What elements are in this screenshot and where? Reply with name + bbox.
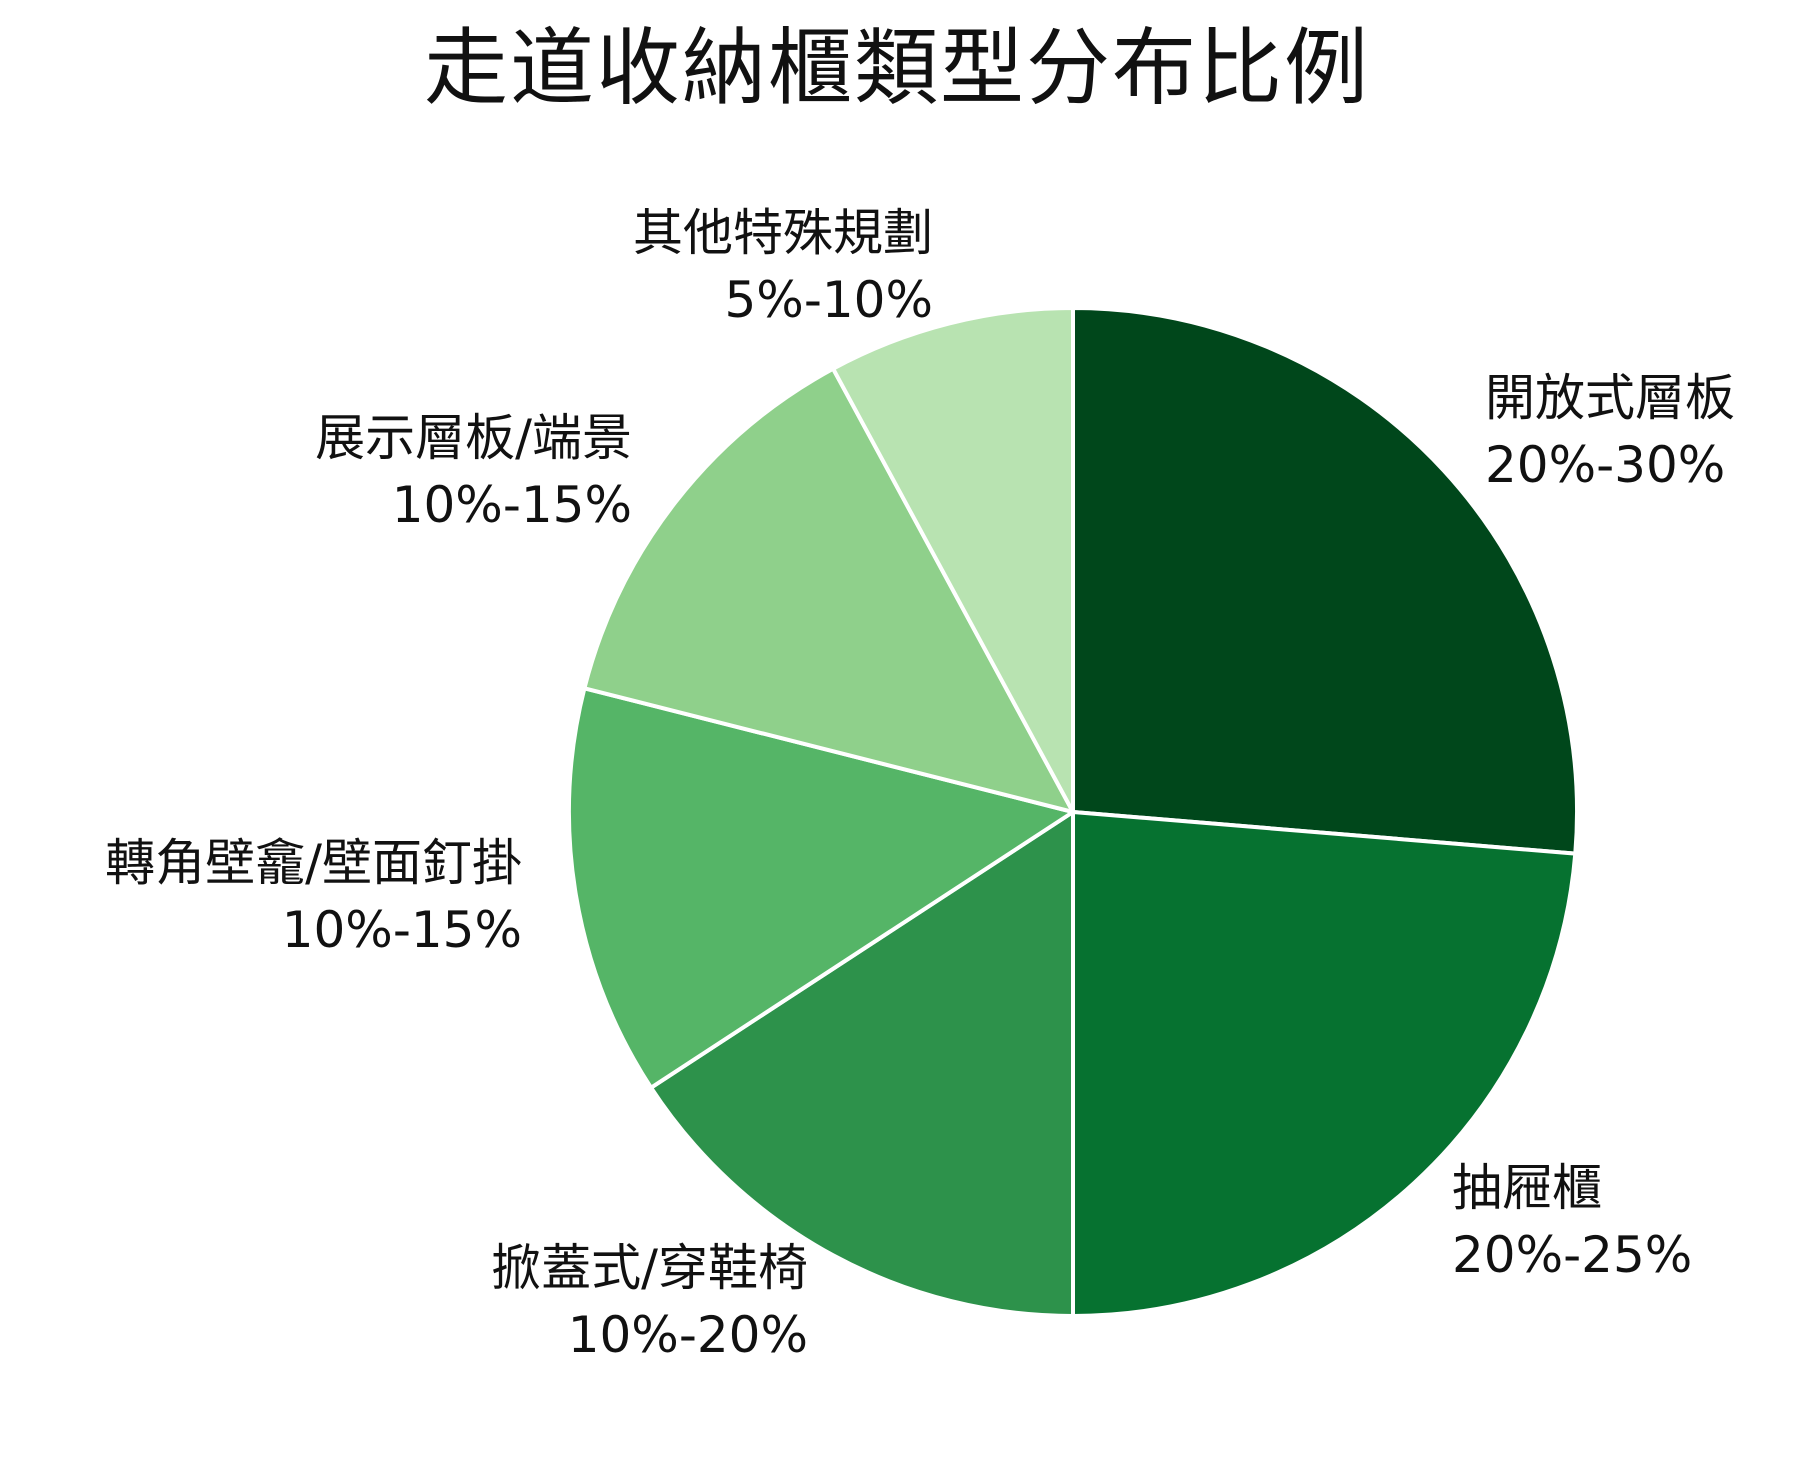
pie-slice-3 [649, 810, 1075, 1318]
pie-slice-4 [567, 686, 1075, 1090]
slice-name-label-1: 開放式層板 [1485, 369, 1735, 427]
slice-name-label-3: 掀蓋式/穿鞋椅 [491, 1239, 808, 1297]
slice-name-label-5: 展示層板/端景 [315, 409, 632, 467]
pie-labels: 開放式層板 20%-30% 抽屜櫃 20%-25% 掀蓋式/穿鞋椅 10%-20% 轉角壁龕… [105, 204, 1735, 1364]
slice-name-label-2: 抽屜櫃 [1452, 1159, 1602, 1217]
pie-slices [567, 306, 1579, 1318]
pie-slice-5 [582, 366, 1075, 814]
pie-slice-2 [1071, 810, 1578, 1318]
slice-range-label-5: 10%-15% [392, 476, 632, 534]
slice-name-label-6: 其他特殊規劃 [633, 204, 933, 262]
slice-name-label-4: 轉角壁龕/壁面釘掛 [105, 834, 522, 892]
slice-range-label-1: 20%-30% [1485, 436, 1725, 494]
pie-slice-1 [1071, 306, 1579, 856]
slice-range-label-3: 10%-20% [568, 1306, 808, 1364]
chart-title: 走道收納櫃類型分布比例 [423, 19, 1370, 117]
slice-range-label-6: 5%-10% [725, 271, 934, 329]
pie-slice-6 [831, 306, 1075, 814]
slice-range-label-2: 20%-25% [1452, 1226, 1692, 1284]
slice-range-label-4: 10%-15% [282, 901, 522, 959]
